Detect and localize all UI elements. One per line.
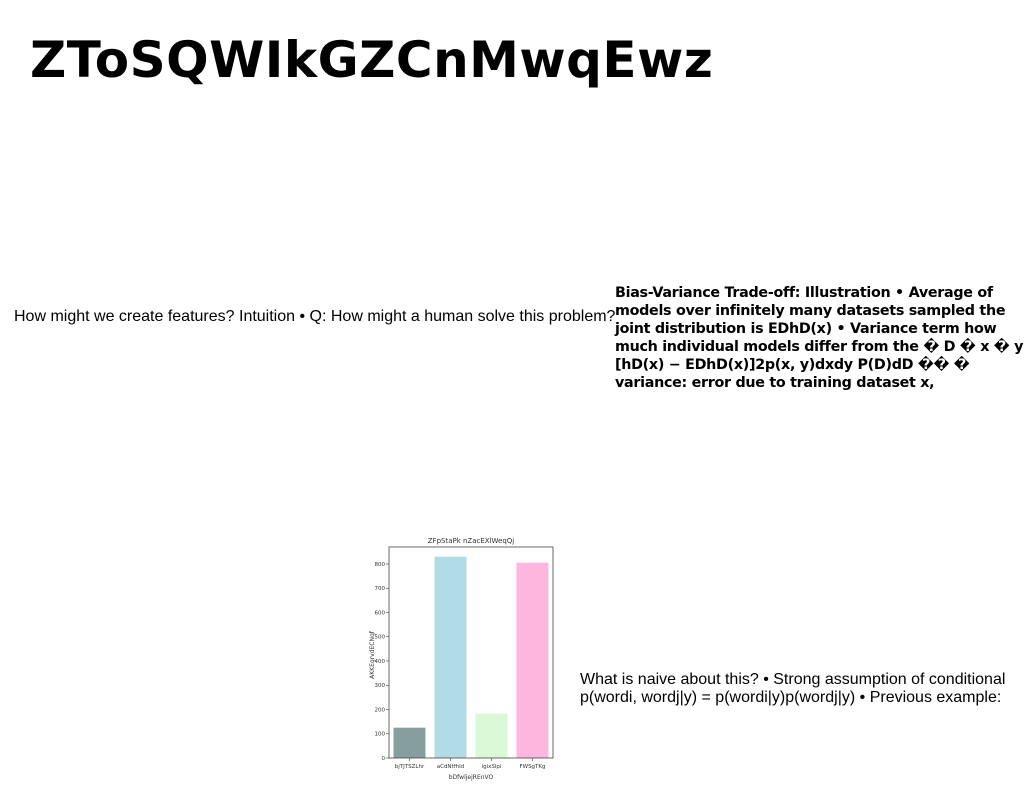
y-tick-label: 200 (375, 707, 386, 713)
bar (434, 556, 467, 758)
x-tick-label: aCdNtfhId (437, 764, 465, 770)
y-tick-label: 300 (375, 683, 386, 689)
x-tick-label: FWSgTKg (519, 764, 545, 770)
page-title: ZToSQWIkGZCnMwqEwz (30, 31, 714, 89)
y-tick-label: 700 (375, 586, 386, 592)
y-tick-label: 100 (375, 732, 386, 738)
bar-chart-svg: ZFpStaPk nZacEXlWeqQj AKKEqrvdECNqf bDfw… (369, 537, 554, 781)
plot-frame (388, 546, 554, 759)
chart-x-axis-label: bDfwljejREnVO (449, 774, 494, 781)
features-intuition-text: How might we create features? Intuition … (14, 308, 616, 325)
chart-title: ZFpStaPk nZacEXlWeqQj (428, 537, 515, 545)
y-tick-label: 600 (375, 610, 386, 616)
chart-plot-area: 0 100 200 300 400 500 600 700 800 bjTJTSZLhr aCdNt… (375, 546, 554, 770)
x-tick-label: igixSlpi (482, 764, 502, 770)
x-tick-label: bjTJTSZLhr (395, 764, 425, 770)
y-tick-label: 0 (382, 756, 386, 762)
chart-y-axis-label: AKKEqrvdECNqf (369, 630, 376, 679)
bias-variance-text: Bias-Variance Trade-off: Illustration • … (615, 285, 1024, 391)
bar (475, 713, 508, 758)
bar (516, 562, 549, 758)
bar-chart: ZFpStaPk nZacEXlWeqQj AKKEqrvdECNqf bDfw… (365, 530, 565, 785)
bar (393, 727, 426, 758)
y-tick-label: 500 (375, 635, 386, 641)
y-tick-label: 800 (375, 562, 386, 568)
y-tick-label: 400 (375, 659, 386, 665)
naive-bayes-text: What is naive about this? • Strong assum… (580, 671, 1006, 706)
